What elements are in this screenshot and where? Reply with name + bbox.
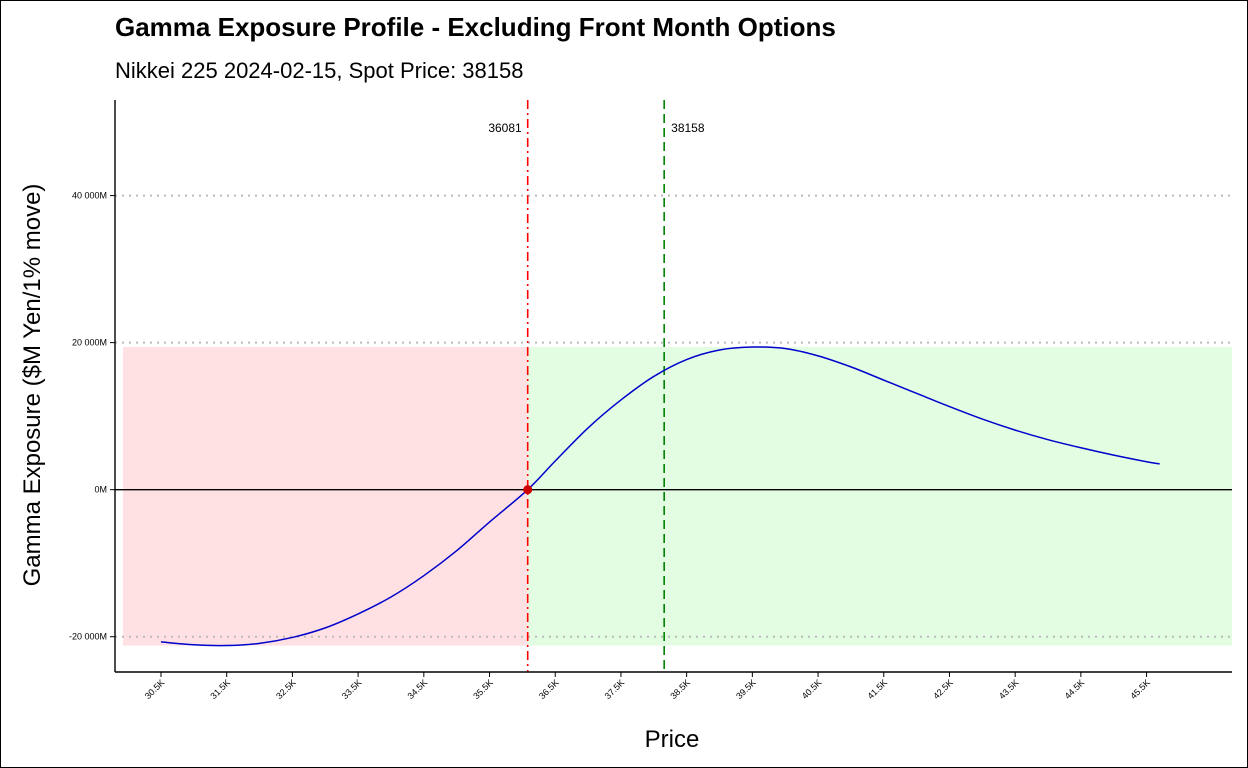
x-tick-label-13: 43.5K (997, 677, 1021, 701)
negative-gamma-region (123, 347, 528, 646)
y-tick-label-1: 0M (94, 485, 107, 495)
x-tick-label-5: 35.5K (471, 677, 495, 701)
regions (123, 347, 1232, 646)
series (160, 346, 1160, 647)
x-tick-label-1: 31.5K (208, 677, 232, 701)
x-tick-label-3: 33.5K (340, 677, 364, 701)
x-tick-label-10: 40.5K (800, 677, 824, 701)
y-tick-label-2: 20 000M (72, 338, 107, 348)
x-tick-label-14: 44.5K (1063, 677, 1087, 701)
zero-gamma-point (523, 485, 533, 495)
reference-lines: 36081 38158 (115, 100, 1232, 672)
x-ticks: 30.5K 31.5K 32.5K 33.5K 34.5K 35.5K 36.5K 37.5K… (143, 672, 1152, 701)
gamma-exposure-curve (160, 346, 1160, 647)
x-tick-label-11: 41.5K (865, 677, 889, 701)
x-tick-label-2: 32.5K (274, 677, 298, 701)
zero-gamma-label: 36081 (488, 121, 522, 135)
x-tick-label-4: 34.5K (406, 677, 430, 701)
x-tick-label-12: 42.5K (931, 677, 955, 701)
spot-price-label: 38158 (671, 121, 705, 135)
chart-title: Gamma Exposure Profile - Excluding Front… (115, 12, 836, 42)
y-ticks: -20 000M 0M 20 000M 40 000M (69, 191, 115, 642)
chart-subtitle: Nikkei 225 2024-02-15, Spot Price: 38158 (115, 58, 524, 83)
y-tick-label-0: -20 000M (69, 632, 107, 642)
x-tick-label-6: 36.5K (537, 677, 561, 701)
x-tick-label-8: 38.5K (668, 677, 692, 701)
x-tick-label-0: 30.5K (143, 677, 167, 701)
y-axis-title: Gamma Exposure ($M Yen/1% move) (19, 184, 46, 587)
y-tick-label-3: 40 000M (72, 191, 107, 201)
x-tick-label-7: 37.5K (603, 677, 627, 701)
x-tick-label-15: 45.5K (1128, 677, 1152, 701)
positive-gamma-region (527, 347, 1232, 646)
x-axis-title: Price (645, 726, 700, 753)
x-tick-label-9: 39.5K (734, 677, 758, 701)
